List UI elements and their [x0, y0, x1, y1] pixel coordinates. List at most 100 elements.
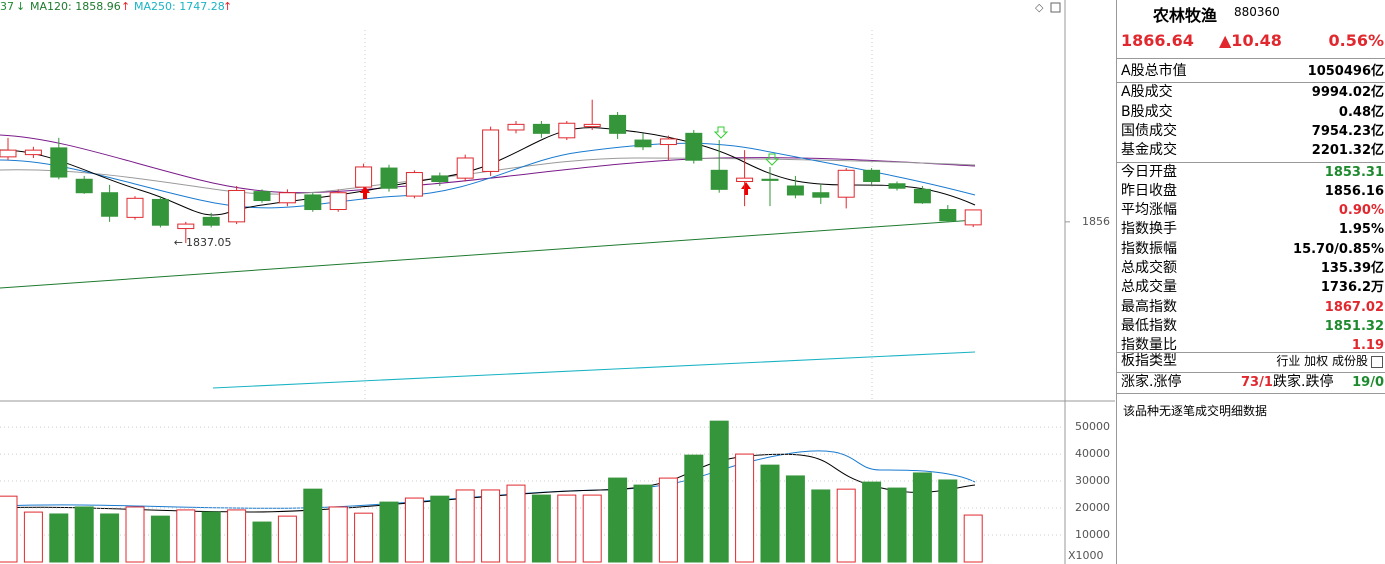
candle-body	[75, 178, 93, 194]
candle-body	[380, 167, 398, 189]
volume-bar	[379, 501, 399, 563]
label: 跌家.跌停	[1273, 374, 1334, 390]
volume-bar	[963, 514, 983, 563]
candle-body	[278, 192, 296, 204]
stat-row: 指数振幅 15.70/0.85%	[1119, 240, 1384, 259]
candle-body	[634, 139, 652, 148]
info-panel: 农林牧渔 880360 1866.64 ▲10.48 0.56% A股总市值 10…	[1116, 0, 1385, 564]
signal-arrow	[741, 182, 751, 195]
volume-bar	[252, 521, 272, 563]
value: 行业 加权 成份股	[1276, 354, 1368, 368]
stat-row: 最低指数 1851.32	[1119, 317, 1384, 336]
stat-row: 昨日收盘 1856.16	[1119, 182, 1384, 201]
y-tick-label: 40000	[1075, 447, 1110, 460]
volume-bar	[836, 488, 856, 563]
type-row: 板指类型 行业 加权 成份股	[1119, 352, 1384, 371]
volume-bar	[100, 513, 120, 563]
volume-bar	[404, 497, 424, 563]
change: ▲10.48	[1219, 31, 1282, 50]
candle-body	[710, 169, 728, 190]
limit-row: 涨家.涨停 73/1 跌家.跌停 19/0	[1119, 373, 1384, 392]
label: 指数量比	[1121, 337, 1177, 354]
volume-bar	[125, 506, 145, 563]
icon[interactable]: ◇	[1035, 1, 1044, 14]
legend-arrow: ↑	[121, 0, 130, 13]
label: 指数振幅	[1121, 240, 1177, 257]
value: 19/0	[1352, 375, 1384, 390]
candle-body	[888, 183, 906, 189]
stat-row: A股成交 9994.02亿	[1119, 83, 1384, 102]
candle-body	[24, 149, 42, 156]
candle-body	[355, 166, 373, 188]
volume-bar	[201, 511, 221, 563]
y-tick-label: 30000	[1075, 474, 1110, 487]
divider	[1117, 58, 1385, 59]
volume-bar	[887, 487, 907, 563]
volume-bar	[658, 477, 678, 563]
label: 昨日收盘	[1121, 182, 1177, 199]
label: 涨家.涨停	[1121, 374, 1182, 390]
candle-body	[126, 197, 144, 218]
candle-body	[913, 188, 931, 204]
value: 1.95%	[1338, 222, 1384, 238]
volume-bar	[709, 420, 729, 563]
stat-row: 总成交量 1736.2万	[1119, 278, 1384, 297]
label: 总成交量	[1121, 279, 1177, 296]
value: 73/1	[1241, 375, 1273, 390]
candle-body	[964, 209, 982, 226]
candle-body	[736, 177, 754, 183]
volume-bar	[912, 472, 932, 563]
volume-bar	[938, 479, 958, 563]
unit-label: X1000	[1068, 549, 1104, 562]
volume-bar	[735, 453, 755, 563]
signal-arrow	[713, 126, 729, 139]
candle-body	[456, 157, 474, 179]
legend-ma120: MA120: 1858.96	[30, 0, 121, 13]
value: 1853.31	[1324, 164, 1384, 180]
value: 7954.23亿	[1311, 123, 1384, 139]
volume-bar	[354, 512, 374, 563]
volume-bar	[481, 489, 501, 563]
candle-body	[786, 185, 804, 196]
volume-bar	[557, 494, 577, 563]
divider	[1117, 82, 1385, 84]
candle-body	[583, 123, 601, 128]
volume-bar	[684, 454, 704, 563]
candle-body	[101, 192, 119, 217]
label: A股总市值	[1121, 63, 1187, 79]
volume-bar	[506, 484, 526, 563]
candle-body	[761, 178, 779, 181]
candle-body	[609, 114, 627, 134]
volume-bar	[176, 509, 196, 563]
stat-row: B股成交 0.48亿	[1119, 103, 1384, 122]
divider	[1117, 161, 1385, 163]
icon[interactable]	[1371, 356, 1383, 368]
candle-body	[0, 149, 17, 158]
stat-row: 最高指数 1867.02	[1119, 298, 1384, 317]
ma-line	[0, 134, 976, 194]
candle-body	[431, 175, 449, 183]
label: 国债成交	[1121, 122, 1177, 139]
stat-row: 指数换手 1.95%	[1119, 220, 1384, 239]
stat-row: 今日开盘 1853.31	[1119, 163, 1384, 182]
label: 基金成交	[1121, 142, 1177, 159]
volume-bar	[23, 511, 43, 563]
ma-line	[0, 127, 976, 216]
y-tick-label: 50000	[1075, 420, 1110, 433]
candle-body	[482, 129, 500, 172]
signal-arrow	[360, 186, 370, 199]
volume-bar	[608, 477, 628, 563]
stat-row: 指数量比 1.19	[1119, 336, 1384, 355]
candle-body	[837, 169, 855, 198]
icon[interactable]	[1050, 2, 1061, 13]
ma250-line	[212, 351, 976, 389]
note: 该品种无逐笔成交明细数据	[1123, 404, 1268, 418]
y-tick-label: 10000	[1075, 528, 1110, 541]
ma120-line	[0, 219, 976, 289]
legend-ma5: 37	[0, 0, 14, 13]
label: 总成交额	[1121, 260, 1177, 276]
candle-body	[253, 191, 271, 202]
volume-bar	[227, 509, 247, 563]
candle-body	[151, 198, 169, 226]
